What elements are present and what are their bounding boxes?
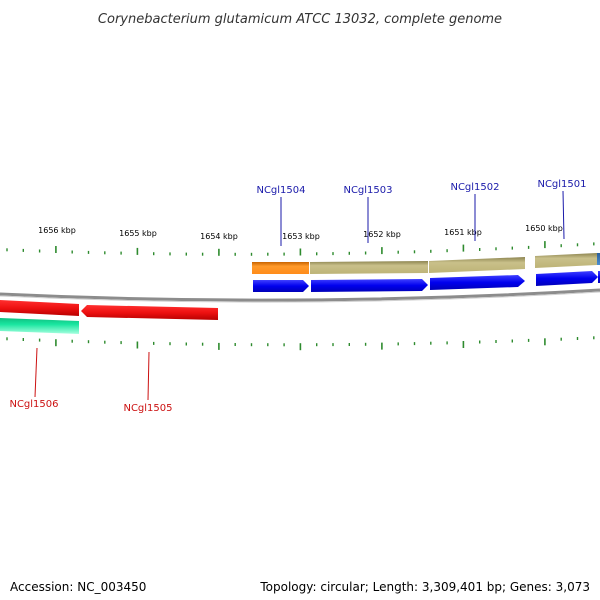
tick-label-1655-kbp: 1655 kbp xyxy=(119,229,157,238)
forward-gene-labels: NCgl1504 NCgl1503 NCgl1502 NCgl1501 xyxy=(256,179,587,246)
genome-backbone-highlight xyxy=(0,291,600,303)
cds-arrow-ncgl1504[interactable] xyxy=(253,280,309,292)
tick-label-1656-kbp: 1656 kbp xyxy=(38,226,76,235)
ruler-labels: 1656 kbp 1655 kbp 1654 kbp 1653 kbp 1652… xyxy=(38,224,563,241)
cds-arrow-ncgl1505[interactable] xyxy=(81,305,218,320)
cds-track-forward xyxy=(253,271,600,292)
gene-khaki-feature[interactable] xyxy=(310,261,428,274)
genome-summary-text: Topology: circular; Length: 3,309,401 bp… xyxy=(260,580,590,594)
gene-label-ncgl1501[interactable]: NCgl1501 xyxy=(537,179,586,190)
accession-text: Accession: NC_003450 xyxy=(10,580,147,594)
gene-track-lower xyxy=(0,318,79,334)
gene-track-upper xyxy=(252,253,600,274)
gene-label-ncgl1503[interactable]: NCgl1503 xyxy=(343,185,392,196)
leader-line-ncgl1506 xyxy=(34,347,38,398)
gene-teal-feature[interactable] xyxy=(0,318,79,334)
gene-label-ncgl1505[interactable]: NCgl1505 xyxy=(123,403,172,414)
cds-arrow-ncgl1502[interactable] xyxy=(430,275,525,290)
gene-label-ncgl1502[interactable]: NCgl1502 xyxy=(450,182,499,193)
gene-orange-feature[interactable] xyxy=(252,262,309,274)
upper-tick-marks xyxy=(6,241,595,256)
gene-khaki-feature[interactable] xyxy=(535,253,597,268)
gene-steelblue-feature[interactable] xyxy=(597,253,600,265)
cds-arrow-ncgl1503[interactable] xyxy=(311,279,428,292)
cds-arrow-ncgl1506[interactable] xyxy=(0,300,79,316)
gene-khaki-feature[interactable] xyxy=(429,257,525,273)
tick-label-1652-kbp: 1652 kbp xyxy=(363,230,401,239)
leader-line-ncgl1501 xyxy=(562,190,565,240)
gene-label-ncgl1504[interactable]: NCgl1504 xyxy=(256,185,305,196)
gene-label-ncgl1506[interactable]: NCgl1506 xyxy=(9,399,58,410)
lower-tick-marks xyxy=(6,336,595,351)
tick-label-1654-kbp: 1654 kbp xyxy=(200,232,238,241)
cds-track-reverse xyxy=(0,300,218,320)
tick-label-1651-kbp: 1651 kbp xyxy=(444,228,482,237)
tick-label-1653-kbp: 1653 kbp xyxy=(282,232,320,241)
leader-line-ncgl1505 xyxy=(147,351,150,401)
tick-label-1650-kbp: 1650 kbp xyxy=(525,224,563,233)
cds-arrow-ncgl1501[interactable] xyxy=(536,271,598,286)
map-title: Corynebacterium glutamicum ATCC 13032, c… xyxy=(98,12,502,27)
reverse-gene-labels: NCgl1506 NCgl1505 xyxy=(9,347,173,414)
genome-backbone xyxy=(0,288,600,302)
